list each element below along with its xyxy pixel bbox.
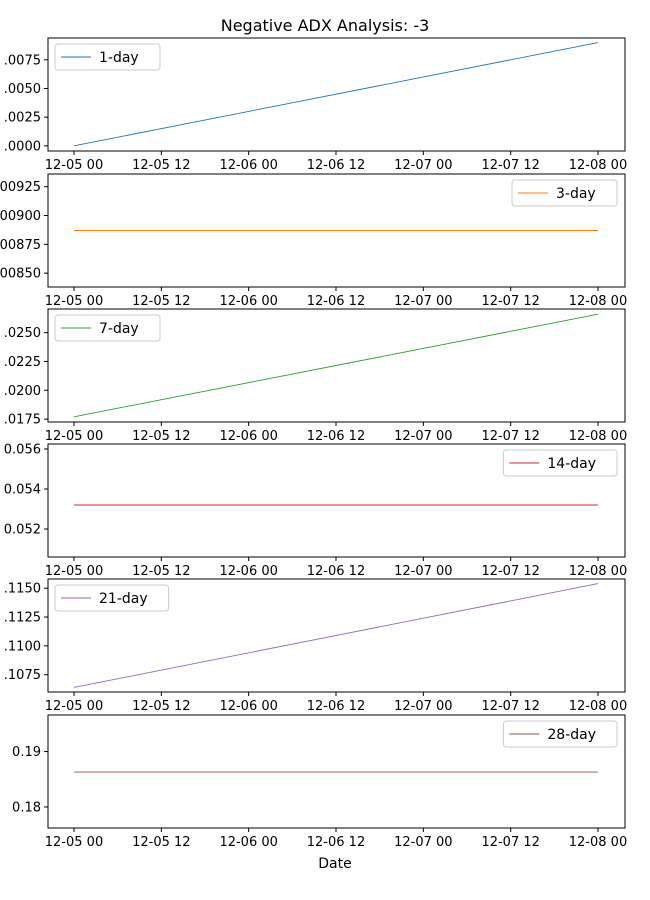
x-tick-label: 12-06 00 xyxy=(219,294,277,309)
x-tick-label: 12-07 00 xyxy=(394,429,452,444)
x-tick-label: 12-07 00 xyxy=(394,158,452,173)
y-tick-label: .0250 xyxy=(4,326,41,341)
legend-box xyxy=(54,43,161,71)
x-tick-label: 12-06 00 xyxy=(219,158,277,173)
subplot-21-day: .1075 .1100 .1125 .1150 12-05 00 12-05 12 12-0… xyxy=(4,578,627,714)
y-tick-label: 0.052 xyxy=(4,523,41,538)
y-tick-label: .1125 xyxy=(4,611,41,626)
subplot-28-day: 0.18 0.19 12-05 00 12-05 12 12-06 00 12-06 12… xyxy=(12,714,627,850)
legend-label: 7-day xyxy=(99,321,139,337)
x-tick-label: 12-07 12 xyxy=(481,294,539,309)
y-tick-label: .00925 xyxy=(0,180,41,195)
legend: 7-day xyxy=(54,314,161,342)
legend-label: 21-day xyxy=(99,591,148,607)
y-tick-label: .0075 xyxy=(4,53,41,68)
x-tick-label: 12-06 00 xyxy=(219,835,277,850)
x-tick-label: 12-05 12 xyxy=(132,699,190,714)
legend: 21-day xyxy=(54,584,170,612)
legend: 1-day xyxy=(54,43,161,71)
x-tick-label: 12-06 00 xyxy=(219,564,277,579)
y-tick-label: .00850 xyxy=(0,267,41,282)
y-tick-label: 0.18 xyxy=(12,800,41,815)
x-tick-label: 12-08 00 xyxy=(569,699,627,714)
subplot-stack: .0000 .0025 .0050 .0075 12-05 00 12-05 12 12-0… xyxy=(0,37,627,850)
x-tick-label: 12-07 12 xyxy=(481,429,539,444)
x-tick-label: 12-07 12 xyxy=(481,835,539,850)
y-tick-label: .0025 xyxy=(4,111,41,126)
x-tick-label: 12-05 00 xyxy=(45,294,103,309)
x-axis-label: Date xyxy=(318,856,351,872)
y-tick-label: 0.056 xyxy=(4,443,41,458)
x-tick-label: 12-05 00 xyxy=(45,429,103,444)
y-tick-label: 0.054 xyxy=(4,483,41,498)
y-tick-label: .00900 xyxy=(0,209,41,224)
x-tick-label: 12-06 00 xyxy=(219,699,277,714)
x-tick-label: 12-05 12 xyxy=(132,564,190,579)
y-tick-label: .1100 xyxy=(4,639,41,654)
series-line-7-day xyxy=(73,313,599,418)
y-tick-label: .0000 xyxy=(4,139,41,154)
series-line-21-day xyxy=(73,583,599,688)
y-tick-label: .0225 xyxy=(4,355,41,370)
x-tick-label: 12-05 00 xyxy=(45,158,103,173)
x-tick-label: 12-08 00 xyxy=(569,429,627,444)
series-line-1-day xyxy=(73,42,599,147)
x-tick-label: 12-05 00 xyxy=(45,564,103,579)
x-tick-label: 12-08 00 xyxy=(569,294,627,309)
x-tick-label: 12-08 00 xyxy=(569,158,627,173)
y-tick-label: .0050 xyxy=(4,82,41,97)
subplot-1-day: .0000 .0025 .0050 .0075 12-05 00 12-05 12 12-0… xyxy=(4,37,627,173)
legend-box xyxy=(502,720,618,748)
x-tick-label: 12-07 00 xyxy=(394,294,452,309)
x-tick-label: 12-07 00 xyxy=(394,564,452,579)
x-tick-label: 12-06 12 xyxy=(307,294,365,309)
legend-label: 28-day xyxy=(547,727,596,743)
x-tick-label: 12-05 00 xyxy=(45,835,103,850)
x-tick-label: 12-06 12 xyxy=(307,429,365,444)
legend-label: 1-day xyxy=(99,50,139,66)
subplot-14-day: 0.052 0.054 0.056 12-05 00 12-05 12 12-06 00 1… xyxy=(4,443,627,580)
x-tick-label: 12-07 00 xyxy=(394,699,452,714)
y-tick-label: .1075 xyxy=(4,668,41,683)
legend-box xyxy=(54,314,161,342)
legend: 28-day xyxy=(502,720,618,748)
x-tick-label: 12-06 12 xyxy=(307,835,365,850)
x-tick-label: 12-07 12 xyxy=(481,699,539,714)
x-tick-label: 12-06 12 xyxy=(307,699,365,714)
legend: 3-day xyxy=(511,179,618,207)
legend-label: 14-day xyxy=(547,456,596,472)
legend-box xyxy=(502,449,618,477)
x-tick-label: 12-08 00 xyxy=(569,564,627,579)
x-tick-label: 12-06 12 xyxy=(307,158,365,173)
subplot-7-day: .0175 .0200 .0225 .0250 12-05 00 12-05 12 12-0… xyxy=(4,308,627,444)
y-tick-label: .0175 xyxy=(4,413,41,428)
x-tick-label: 12-06 00 xyxy=(219,429,277,444)
legend-box xyxy=(511,179,618,207)
x-tick-label: 12-07 00 xyxy=(394,835,452,850)
y-tick-label: .00875 xyxy=(0,238,41,253)
y-tick-label: 0.19 xyxy=(12,745,41,760)
chart-title: Negative ADX Analysis: -3 xyxy=(221,16,430,35)
x-tick-label: 12-05 12 xyxy=(132,294,190,309)
x-tick-label: 12-05 12 xyxy=(132,429,190,444)
x-tick-label: 12-07 12 xyxy=(481,564,539,579)
legend-box xyxy=(54,584,170,612)
subplot-3-day: .00850 .00875 .00900 .00925 12-05 00 12-05 12… xyxy=(0,173,627,309)
y-tick-label: .1150 xyxy=(4,582,41,597)
x-tick-label: 12-05 00 xyxy=(45,699,103,714)
legend: 14-day xyxy=(502,449,618,477)
x-tick-label: 12-05 12 xyxy=(132,158,190,173)
legend-label: 3-day xyxy=(556,186,596,202)
x-tick-label: 12-05 12 xyxy=(132,835,190,850)
x-tick-label: 12-08 00 xyxy=(569,835,627,850)
y-tick-label: .0200 xyxy=(4,384,41,399)
x-tick-label: 12-06 12 xyxy=(307,564,365,579)
x-tick-label: 12-07 12 xyxy=(481,158,539,173)
